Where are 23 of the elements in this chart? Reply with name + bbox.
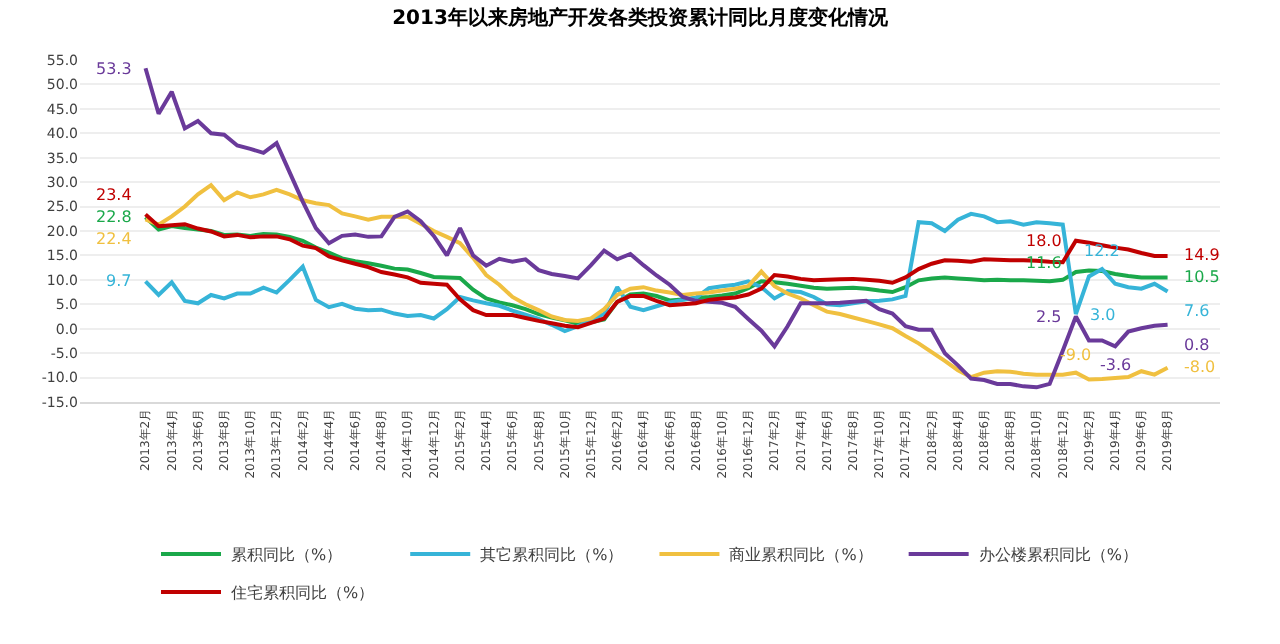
data-label: 9.7	[106, 272, 132, 290]
data-label: 2.5	[1036, 308, 1062, 326]
data-label: -8.0	[1184, 358, 1216, 376]
data-label: 22.8	[96, 208, 132, 226]
data-label: 3.0	[1090, 306, 1116, 324]
legend-label: 商业累积同比（%）	[729, 546, 873, 565]
data-label: -3.6	[1100, 356, 1132, 374]
data-label: 23.4	[96, 186, 132, 204]
chart-title: 2013年以来房地产开发各类投资累计同比月度变化情况	[392, 5, 890, 30]
line-series	[143, 66, 1170, 390]
legend-label: 累积同比（%）	[231, 546, 343, 565]
data-label: 10.5	[1184, 268, 1220, 286]
data-label: 0.8	[1184, 336, 1210, 354]
data-label: 22.4	[96, 230, 132, 248]
data-label: 12.2	[1084, 242, 1120, 260]
data-label: 14.9	[1184, 246, 1220, 264]
legend-label: 住宅累积同比（%）	[231, 584, 375, 603]
data-label: 7.6	[1184, 302, 1210, 320]
legend-label: 办公楼累积同比（%）	[978, 546, 1138, 565]
line-series	[143, 183, 1170, 382]
data-label: 18.0	[1026, 232, 1062, 250]
legend-label: 其它累积同比（%）	[480, 546, 624, 565]
data-label: 53.3	[96, 60, 132, 78]
